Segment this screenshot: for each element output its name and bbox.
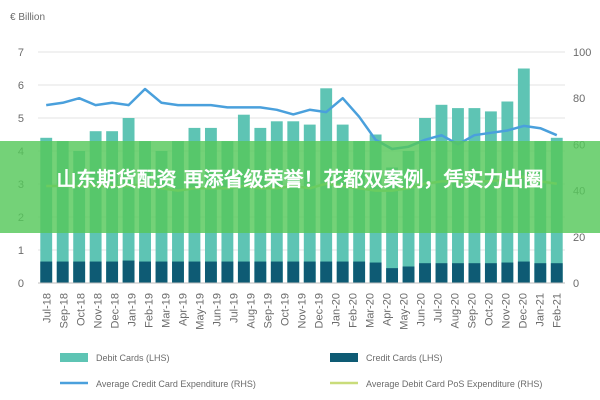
x-tick-label: Sep-18 [59, 293, 71, 328]
x-tick-label: Jan-19 [127, 293, 139, 327]
legend-swatch [60, 353, 88, 362]
legend-label: Credit Cards (LHS) [366, 353, 443, 363]
x-tick-label: Sep-19 [263, 293, 275, 328]
credit-bar [106, 261, 119, 283]
credit-bar [484, 263, 497, 283]
credit-bar [221, 261, 234, 283]
y-left-tick-label: 0 [18, 278, 24, 290]
credit-bar [369, 262, 382, 283]
y-right-tick-label: 20 [573, 232, 585, 244]
credit-bar [56, 261, 69, 283]
credit-bar [468, 263, 481, 283]
x-tick-label: Feb-19 [144, 293, 156, 328]
y-left-tick-label: 6 [18, 80, 24, 92]
credit-bar [89, 261, 102, 283]
x-tick-label: Jun-20 [416, 293, 428, 327]
y-right-tick-label: 0 [573, 278, 579, 290]
x-tick-label: Dec-18 [110, 293, 122, 328]
x-tick-label: Jan-21 [535, 293, 547, 327]
credit-bar [320, 261, 333, 283]
credit-bar [155, 261, 168, 283]
x-tick-label: Jul-20 [433, 293, 445, 323]
x-tick-label: Jul-18 [42, 293, 54, 323]
legend-label: Debit Cards (LHS) [96, 353, 170, 363]
credit-bar [139, 261, 151, 283]
y-left-tick-label: 5 [18, 113, 24, 125]
x-tick-label: Dec-20 [518, 293, 530, 328]
credit-bar [73, 261, 86, 283]
credit-bar [386, 268, 399, 283]
credit-bar [435, 263, 448, 283]
credit-bar [188, 261, 201, 283]
x-tick-label: May-19 [195, 293, 207, 330]
y-left-tick-label: 1 [18, 245, 24, 257]
x-tick-label: Oct-20 [484, 293, 496, 326]
credit-bar [517, 261, 530, 283]
credit-bar [303, 261, 316, 283]
x-tick-label: Feb-21 [552, 293, 564, 328]
credit-bar [336, 261, 349, 283]
y-right-tick-label: 80 [573, 93, 585, 105]
credit-expenditure-line [46, 87, 558, 151]
credit-bar [172, 261, 184, 283]
promo-banner-text: 山东期货配资 再添省级荣誉！花都双案例，凭实力出圈 [56, 167, 544, 191]
x-tick-label: Mar-19 [161, 293, 173, 328]
credit-bar [534, 263, 547, 283]
x-tick-label: Apr-19 [178, 293, 190, 326]
credit-bar [353, 261, 366, 283]
axes: 01234567020406080100Jul-18Sep-18Oct-18No… [18, 47, 591, 330]
x-tick-label: Sep-20 [467, 293, 479, 328]
credit-bar [204, 261, 217, 283]
x-tick-label: Nov-20 [501, 293, 513, 328]
promo-banner [0, 141, 600, 233]
credit-bar [254, 261, 267, 283]
legend: Debit Cards (LHS) Credit Cards (LHS) Avera… [60, 353, 542, 389]
legend-label: Average Debit Card PoS Expenditure (RHS) [366, 379, 542, 389]
x-tick-label: Apr-20 [382, 293, 394, 326]
credit-bar [287, 261, 300, 283]
credit-bar [501, 262, 514, 283]
x-tick-label: Jul-19 [229, 293, 241, 323]
x-tick-label: Oct-18 [76, 293, 88, 326]
left-axis-unit: € Billion [10, 12, 45, 23]
legend-swatch [330, 353, 358, 362]
x-tick-label: Dec-19 [314, 293, 326, 328]
credit-bar [402, 266, 415, 283]
credit-bar [550, 263, 563, 283]
x-tick-label: Jan-20 [331, 293, 343, 327]
credit-bar [452, 263, 464, 283]
credit-bar [419, 263, 431, 283]
credit-bar [122, 260, 135, 283]
x-tick-label: Aug-20 [450, 293, 462, 328]
x-tick-label: Mar-20 [365, 293, 377, 328]
x-tick-label: Jun-19 [212, 293, 224, 327]
x-tick-label: Feb-20 [348, 293, 360, 328]
x-tick-label: Oct-19 [280, 293, 292, 326]
y-left-tick-label: 7 [18, 47, 24, 59]
legend-label: Average Credit Card Expenditure (RHS) [96, 379, 256, 389]
x-tick-label: Aug-19 [246, 293, 258, 328]
x-tick-label: Nov-19 [297, 293, 309, 328]
x-tick-label: May-20 [399, 293, 411, 330]
credit-bar [237, 261, 250, 283]
x-tick-label: Nov-18 [93, 293, 105, 328]
y-right-tick-label: 100 [573, 47, 591, 59]
credit-bar [40, 261, 53, 283]
credit-bar [270, 261, 283, 283]
